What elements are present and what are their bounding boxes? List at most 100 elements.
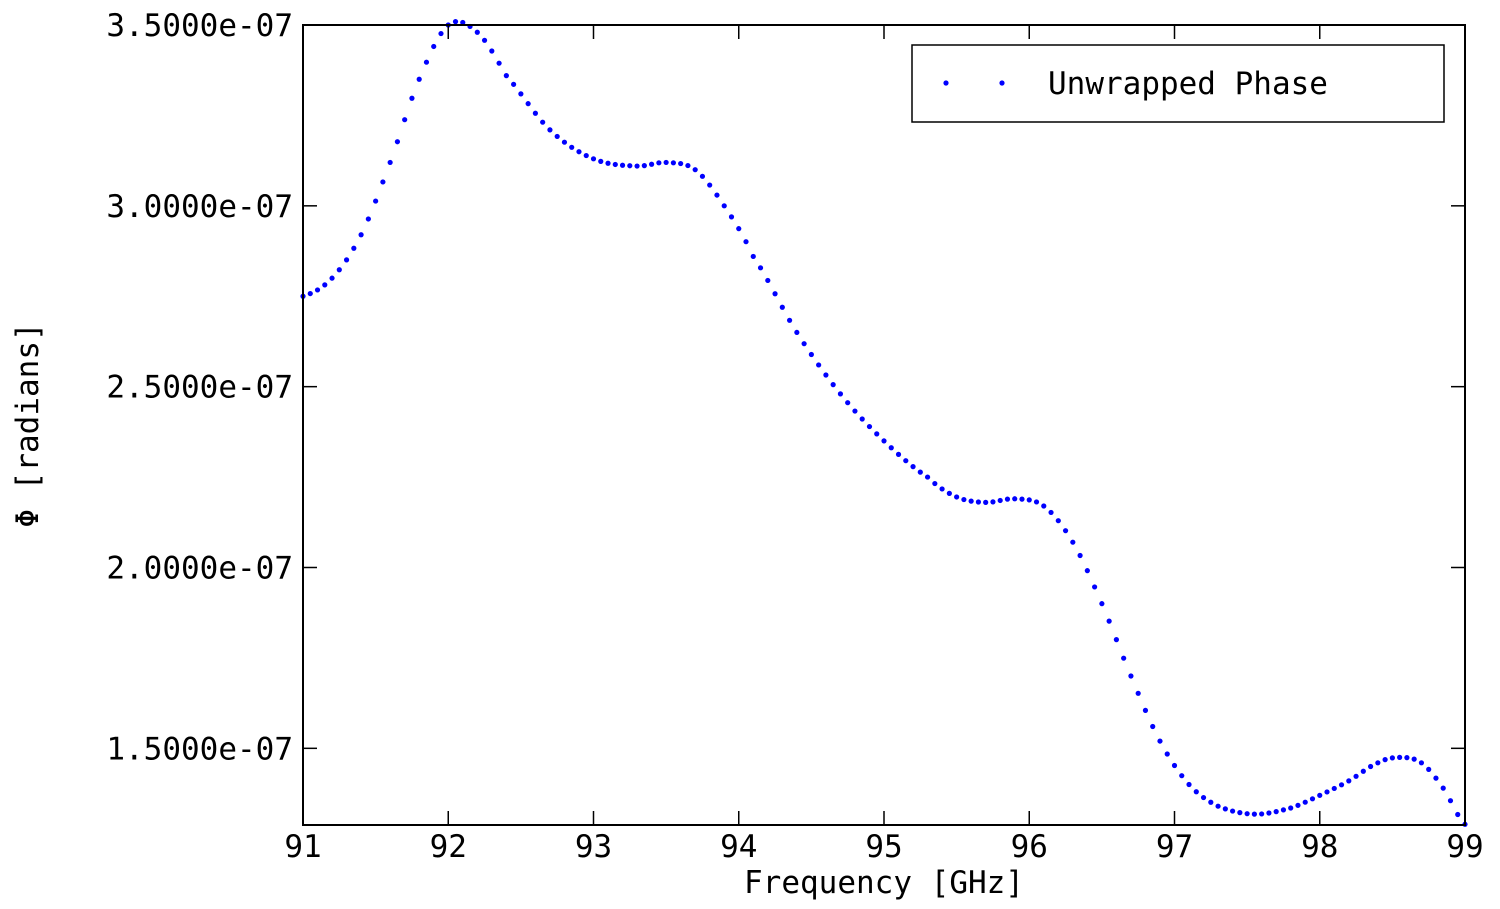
data-point bbox=[336, 267, 342, 273]
data-point bbox=[1121, 655, 1127, 661]
data-point bbox=[1440, 785, 1446, 791]
x-axis-label: Frequency [GHz] bbox=[744, 865, 1024, 901]
data-point bbox=[387, 159, 393, 166]
legend-marker bbox=[943, 80, 949, 86]
x-tick-label: 98 bbox=[1301, 829, 1338, 865]
data-point bbox=[895, 451, 902, 457]
data-point bbox=[1338, 782, 1345, 788]
data-point bbox=[772, 291, 778, 297]
x-tick-label: 96 bbox=[1011, 829, 1048, 865]
data-point bbox=[852, 408, 858, 414]
data-point bbox=[1237, 810, 1243, 816]
plot-frame bbox=[302, 24, 1466, 826]
data-point bbox=[1055, 518, 1061, 524]
data-point bbox=[830, 382, 836, 388]
data-point bbox=[547, 127, 553, 133]
x-tick-label: 99 bbox=[1446, 829, 1483, 865]
data-point bbox=[329, 275, 335, 281]
data-point bbox=[1084, 568, 1090, 574]
data-point bbox=[757, 265, 764, 271]
data-point bbox=[1062, 528, 1069, 534]
data-point bbox=[1317, 792, 1323, 798]
data-point bbox=[1171, 762, 1178, 769]
data-point bbox=[1302, 799, 1308, 805]
data-point bbox=[823, 372, 829, 378]
x-tick-label: 91 bbox=[284, 829, 321, 865]
data-point bbox=[881, 438, 887, 444]
data-point bbox=[525, 101, 531, 107]
data-point bbox=[968, 498, 974, 504]
data-point bbox=[1026, 497, 1032, 503]
data-point bbox=[619, 162, 626, 168]
data-point bbox=[1346, 778, 1352, 784]
data-point bbox=[939, 486, 945, 492]
data-point bbox=[1455, 811, 1461, 818]
data-point bbox=[489, 48, 495, 54]
data-point bbox=[1019, 496, 1025, 502]
data-point bbox=[452, 19, 459, 25]
data-point bbox=[801, 341, 807, 347]
data-point bbox=[438, 30, 444, 37]
data-point bbox=[561, 139, 568, 145]
data-point bbox=[423, 59, 430, 65]
data-point bbox=[1331, 785, 1337, 792]
x-tick-label: 95 bbox=[865, 829, 902, 865]
data-point bbox=[707, 182, 713, 188]
x-tick-label: 97 bbox=[1156, 829, 1193, 865]
data-point bbox=[1150, 723, 1156, 730]
data-point bbox=[910, 464, 916, 470]
data-point bbox=[649, 161, 655, 167]
data-point bbox=[554, 133, 560, 140]
data-point bbox=[1360, 768, 1366, 774]
data-point bbox=[583, 152, 589, 159]
data-point bbox=[641, 163, 647, 169]
data-point bbox=[663, 159, 669, 166]
data-point bbox=[1404, 755, 1410, 761]
data-point bbox=[874, 431, 880, 437]
data-point bbox=[808, 351, 814, 358]
data-point bbox=[1295, 802, 1301, 808]
data-point bbox=[1106, 618, 1112, 624]
data-point bbox=[743, 239, 749, 245]
data-point bbox=[954, 494, 960, 500]
data-point bbox=[511, 81, 517, 87]
x-axis-ticks: 91 92 93 94 95 96 97 98 99 bbox=[284, 25, 1484, 865]
data-point bbox=[394, 139, 401, 145]
data-point bbox=[380, 179, 386, 185]
data-point bbox=[481, 37, 488, 43]
data-point bbox=[983, 499, 989, 505]
data-point bbox=[373, 198, 379, 204]
data-point bbox=[1012, 496, 1018, 502]
data-point bbox=[1186, 781, 1192, 788]
data-point bbox=[670, 160, 676, 166]
data-point bbox=[1447, 798, 1454, 804]
data-point bbox=[932, 480, 938, 487]
data-point bbox=[794, 329, 800, 336]
y-tick-label: 3.5000e-07 bbox=[106, 8, 293, 44]
data-point bbox=[678, 160, 684, 167]
data-point bbox=[721, 203, 727, 209]
data-point bbox=[605, 160, 611, 166]
data-point bbox=[1215, 803, 1221, 809]
data-point bbox=[1033, 499, 1040, 505]
data-point bbox=[1382, 757, 1388, 763]
data-point bbox=[1266, 810, 1272, 816]
data-point bbox=[1375, 760, 1381, 766]
data-point bbox=[1070, 539, 1076, 545]
data-point bbox=[866, 423, 873, 430]
data-point bbox=[961, 496, 967, 503]
data-point bbox=[750, 253, 756, 260]
data-point bbox=[816, 362, 822, 368]
data-point bbox=[365, 216, 371, 222]
y-tick-label: 2.0000e-07 bbox=[106, 550, 293, 586]
data-point bbox=[598, 158, 604, 164]
data-point bbox=[888, 445, 894, 451]
data-point bbox=[314, 287, 321, 293]
data-point bbox=[1092, 584, 1098, 590]
data-point bbox=[1273, 809, 1279, 815]
data-point bbox=[1418, 760, 1425, 766]
y-tick-label: 2.5000e-07 bbox=[106, 370, 293, 406]
data-point bbox=[634, 163, 640, 169]
data-point bbox=[924, 474, 931, 480]
